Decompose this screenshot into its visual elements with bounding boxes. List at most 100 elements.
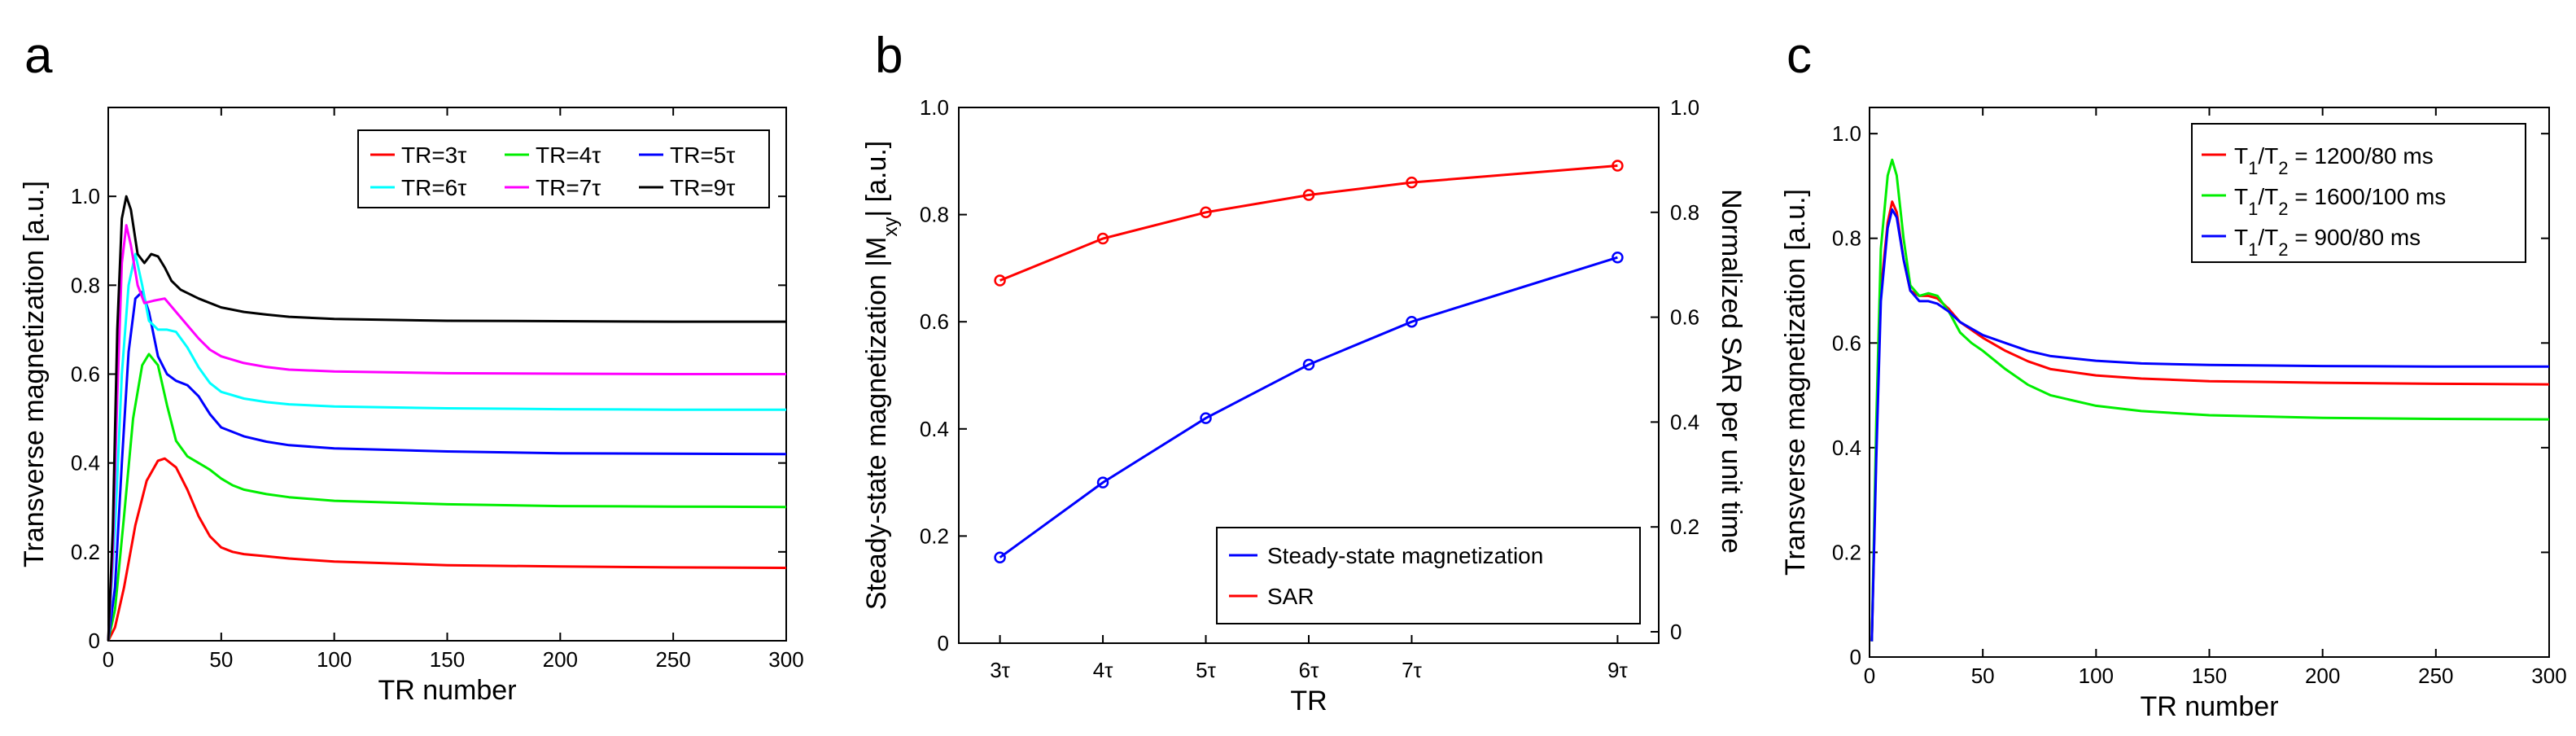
data-point — [1406, 176, 1418, 189]
y-tick-label: 0 — [1850, 645, 1861, 669]
x-axis-label: TR number — [2140, 691, 2278, 722]
y-axis-label: Transverse magnetization [a.u.] — [19, 181, 50, 567]
data-point — [1612, 160, 1624, 172]
x-tick-label: 3τ — [990, 658, 1010, 682]
panel-letter-a: a — [24, 28, 53, 84]
y-tick-label: 0.8 — [71, 273, 100, 297]
legend-label: TR=9τ — [670, 175, 735, 200]
series-line — [999, 256, 1618, 559]
x-tick-label: 4τ — [1093, 658, 1113, 682]
y-axis-label-left-tail: | [a.u.] — [861, 141, 892, 217]
y-tick-label: 1.0 — [71, 184, 100, 208]
series-line — [1870, 200, 2550, 642]
x-tick-label: 150 — [430, 647, 465, 672]
data-point — [1200, 206, 1212, 219]
x-tick-label: 200 — [543, 647, 578, 672]
series-line — [1870, 158, 2550, 642]
y-tick-label: 0.2 — [71, 540, 100, 564]
legend-label-part: = 1200/80 ms — [2289, 143, 2434, 169]
x-axis-label: TR number — [378, 675, 516, 706]
legend-label: T1/T2 = 900/80 ms — [2234, 225, 2421, 260]
chart-c: 0 50 100 150 200 250 300 0 0.2 0.4 0.6 0.8 1.0 TR num… — [1780, 107, 2567, 722]
legend-label-sub: 2 — [2278, 158, 2288, 178]
y-tick-label-right: 1.0 — [1670, 95, 1699, 120]
y-tick-label-left: 0.6 — [920, 309, 949, 334]
series-line — [107, 457, 787, 642]
y-tick-label-left: 0 — [938, 631, 949, 655]
y-tick-label: 0.8 — [1832, 226, 1861, 251]
series-line — [1870, 208, 2549, 642]
y-tick-label: 0.6 — [71, 362, 100, 387]
legend-box — [1216, 527, 1641, 624]
series-line — [107, 353, 787, 642]
data-point — [1200, 412, 1212, 424]
x-tick-label: 300 — [2531, 664, 2566, 688]
x-tick-label: 9τ — [1607, 658, 1628, 682]
x-tick-label: 200 — [2305, 664, 2340, 688]
y-tick-label: 0.6 — [1832, 331, 1861, 355]
legend-label-part: /T — [2258, 143, 2278, 169]
legend-label-part: /T — [2258, 225, 2278, 250]
x-tick-label: 7τ — [1402, 658, 1422, 682]
x-tick-label: 6τ — [1299, 658, 1319, 682]
legend-label: Steady-state magnetization — [1267, 543, 1543, 568]
y-tick-label-right: 0.8 — [1670, 200, 1699, 225]
data-point — [1096, 476, 1109, 488]
y-tick-label: 1.0 — [1832, 121, 1861, 146]
x-tick-label: 300 — [768, 647, 803, 672]
y-tick-label-left: 1.0 — [920, 95, 949, 120]
x-tick-label: 100 — [2079, 664, 2114, 688]
x-axis-label: TR — [1290, 686, 1327, 716]
x-tick-label: 50 — [1971, 664, 1995, 688]
legend-label: TR=4τ — [536, 142, 601, 168]
legend-box — [357, 129, 770, 208]
x-tick-label: 5τ — [1196, 658, 1216, 682]
legend-label-sub: 2 — [2278, 199, 2288, 219]
x-tick-label: 100 — [317, 647, 352, 672]
data-point — [994, 274, 1006, 287]
data-point — [1302, 189, 1315, 201]
data-point — [1406, 315, 1418, 328]
y-axis-label: Transverse magnetization [a.u.] — [1780, 189, 1811, 576]
legend-label-part: T — [2234, 184, 2248, 209]
legend-label: TR=3τ — [401, 142, 466, 168]
y-tick-label: 0.2 — [1832, 540, 1861, 564]
y-axis-label-right: Normalized SAR per unit time — [1716, 189, 1747, 554]
legend-label-sub: 1 — [2248, 158, 2258, 178]
y-tick-label: 0.4 — [1832, 436, 1861, 460]
legend-label: TR=6τ — [401, 175, 466, 200]
series-line — [107, 291, 787, 642]
y-tick-label-right: 0.4 — [1670, 410, 1699, 434]
y-tick-label-left: 0.2 — [920, 524, 949, 548]
y-axis-label-left-main: Steady-state magnetization |M — [861, 237, 892, 611]
series-line — [999, 164, 1618, 282]
x-tick-label: 250 — [2418, 664, 2453, 688]
data-point — [994, 551, 1006, 563]
y-tick-label-right: 0 — [1670, 620, 1682, 644]
legend-box — [2191, 123, 2526, 263]
legend-label-part: T — [2234, 143, 2248, 169]
y-tick-label-left: 0.8 — [920, 203, 949, 227]
x-tick-label: 250 — [655, 647, 690, 672]
y-axis-label-left: Steady-state magnetization |Mxy| [a.u.] — [861, 141, 902, 611]
x-tick-label: 0 — [103, 647, 114, 672]
y-tick-label: 0 — [89, 629, 100, 653]
legend-label-part: /T — [2258, 184, 2278, 209]
series-line — [107, 252, 786, 642]
legend-label-part: T — [2234, 225, 2248, 250]
chart-b: 3τ 4τ 5τ 6τ 7τ 9τ 0 0.2 0.4 0.6 0.8 1.0 0 0.2 0.4 0.6 0.… — [861, 95, 1747, 716]
legend-label-sub: 1 — [2248, 199, 2258, 219]
panel-letter-b: b — [875, 28, 903, 84]
x-tick-label: 150 — [2192, 664, 2227, 688]
legend-label: T1/T2 = 1200/80 ms — [2234, 143, 2434, 178]
data-point — [1096, 232, 1109, 245]
y-tick-label-left: 0.4 — [920, 417, 949, 441]
x-tick-label: 50 — [209, 647, 233, 672]
chart-a: 0 50 100 150 200 250 300 0 0.2 0.4 0.6 0.8 1.0 TR num… — [19, 107, 804, 706]
y-tick-label: 0.4 — [71, 451, 100, 475]
legend-label-sub: 2 — [2278, 239, 2288, 260]
legend-label: TR=5τ — [670, 142, 735, 168]
y-tick-label-right: 0.2 — [1670, 515, 1699, 539]
legend-label-sub: 1 — [2248, 239, 2258, 260]
